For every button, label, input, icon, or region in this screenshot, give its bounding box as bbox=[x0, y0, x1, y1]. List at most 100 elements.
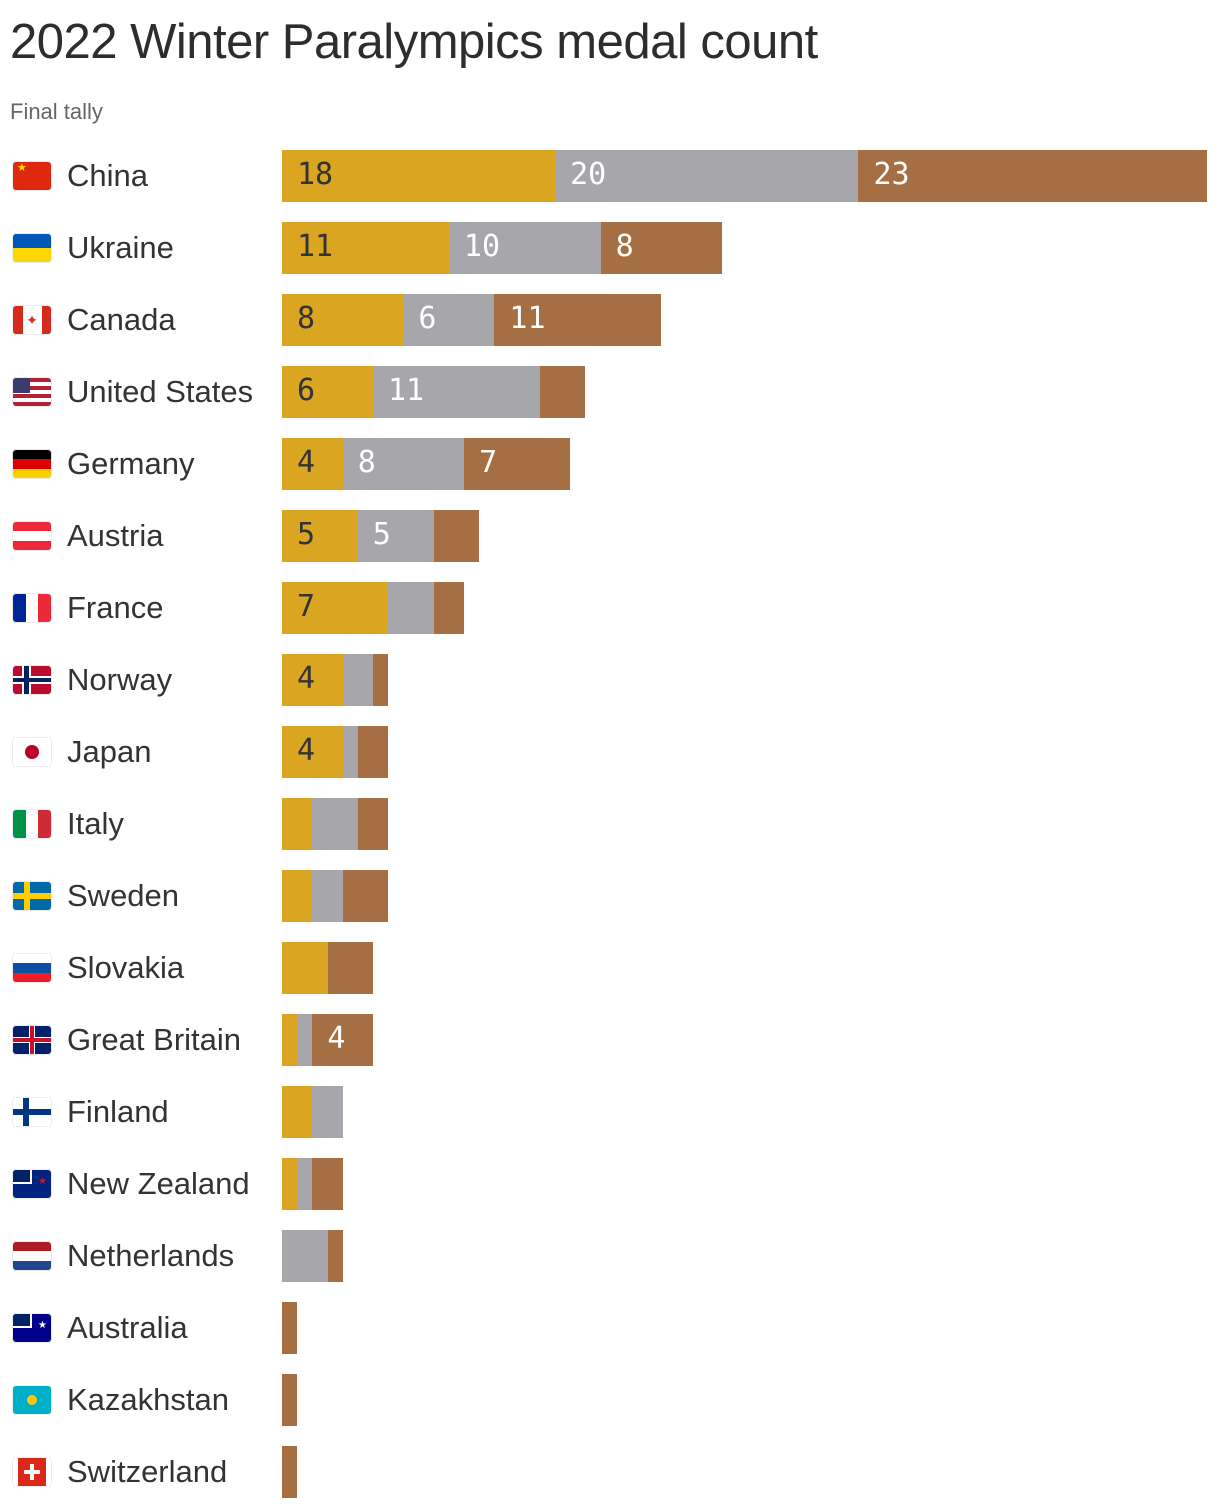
medal-bar: 4 8 7 bbox=[282, 438, 571, 490]
chart-row: Italy bbox=[0, 798, 1220, 850]
chart-row: Norway 4 bbox=[0, 654, 1220, 706]
silver-segment: 5 bbox=[357, 510, 434, 562]
gold-segment bbox=[282, 1014, 298, 1066]
chart-row: Great Britain 4 bbox=[0, 1014, 1220, 1066]
gold-value-label: 5 bbox=[297, 517, 316, 552]
silver-segment: 20 bbox=[555, 150, 859, 202]
chart-row: ★ China 18 20 23 bbox=[0, 150, 1220, 202]
country-label: Kazakhstan bbox=[67, 1382, 229, 1417]
silver-value-label: 20 bbox=[570, 157, 607, 192]
medal-bar: 11 10 8 bbox=[282, 222, 722, 274]
ca-flag-icon: ✦ bbox=[13, 306, 51, 334]
gold-value-label: 4 bbox=[297, 733, 316, 768]
ua-flag-icon bbox=[13, 234, 51, 262]
gold-value-label: 6 bbox=[297, 373, 316, 408]
silver-segment: 10 bbox=[448, 222, 601, 274]
chart-subtitle: Final tally bbox=[10, 99, 103, 124]
silver-segment bbox=[312, 798, 358, 850]
silver-segment bbox=[388, 582, 434, 634]
medal-bar bbox=[282, 870, 389, 922]
silver-segment: 6 bbox=[403, 294, 495, 346]
nz-flag-icon: ★ bbox=[13, 1170, 51, 1198]
bronze-segment bbox=[327, 1230, 343, 1282]
medal-bar: 7 bbox=[282, 582, 464, 634]
gold-segment: 7 bbox=[282, 582, 389, 634]
gold-segment: 18 bbox=[282, 150, 556, 202]
medal-bar: 4 bbox=[282, 726, 389, 778]
country-label: Sweden bbox=[67, 878, 180, 913]
bronze-segment bbox=[539, 366, 586, 418]
fi-flag-icon bbox=[13, 1098, 51, 1126]
gold-value-label: 7 bbox=[297, 589, 316, 624]
chart-row: United States 6 11 bbox=[0, 366, 1220, 418]
gold-value-label: 8 bbox=[297, 301, 316, 336]
chart-row: Netherlands bbox=[0, 1230, 1220, 1282]
medal-bar bbox=[282, 798, 389, 850]
bronze-segment bbox=[372, 654, 389, 706]
silver-value-label: 8 bbox=[357, 445, 376, 480]
gold-segment bbox=[282, 942, 328, 994]
gold-value-label: 4 bbox=[297, 661, 316, 696]
silver-value-label: 11 bbox=[388, 373, 425, 408]
gb-flag-icon bbox=[13, 1026, 51, 1054]
gold-segment: 6 bbox=[282, 366, 373, 418]
silver-value-label: 10 bbox=[463, 229, 501, 264]
country-label: China bbox=[67, 158, 148, 193]
bronze-segment: 4 bbox=[312, 1014, 374, 1066]
cn-flag-icon: ★ bbox=[13, 162, 51, 190]
country-label: Germany bbox=[67, 446, 195, 481]
chart-row: Slovakia bbox=[0, 942, 1220, 994]
gold-segment bbox=[282, 798, 313, 850]
chart-row: Germany 4 8 7 bbox=[0, 438, 1220, 490]
chart-row: Switzerland bbox=[0, 1446, 1220, 1498]
bronze-segment bbox=[433, 510, 480, 562]
medal-bar bbox=[282, 942, 373, 994]
bronze-value-label: 4 bbox=[327, 1021, 346, 1056]
country-label: Austria bbox=[67, 518, 164, 553]
chart-row: Sweden bbox=[0, 870, 1220, 922]
bronze-segment: 7 bbox=[464, 438, 571, 490]
country-label: Australia bbox=[67, 1310, 188, 1345]
country-label: Switzerland bbox=[67, 1454, 228, 1489]
chart-row: France 7 bbox=[0, 582, 1220, 634]
no-flag-icon bbox=[13, 666, 51, 694]
medal-bar bbox=[282, 1158, 343, 1210]
country-label: United States bbox=[67, 374, 254, 409]
gold-segment: 4 bbox=[282, 726, 343, 778]
chart-title: 2022 Winter Paralympics medal count bbox=[10, 15, 818, 69]
medal-bar: 4 bbox=[282, 654, 389, 706]
country-label: Italy bbox=[67, 806, 124, 841]
gold-segment: 11 bbox=[282, 222, 449, 274]
bronze-segment bbox=[327, 942, 373, 994]
medal-bar bbox=[282, 1302, 298, 1354]
country-label: Finland bbox=[67, 1094, 169, 1129]
country-label: New Zealand bbox=[67, 1166, 250, 1201]
bronze-value-label: 23 bbox=[873, 157, 910, 192]
silver-segment: 8 bbox=[342, 438, 465, 490]
medal-bar: 18 20 23 bbox=[282, 150, 1208, 202]
chart-row: ★ New Zealand bbox=[0, 1158, 1220, 1210]
bronze-segment bbox=[282, 1374, 298, 1426]
medal-bar: 6 11 bbox=[282, 366, 586, 418]
country-label: Japan bbox=[67, 734, 152, 769]
gold-value-label: 18 bbox=[297, 157, 334, 192]
medal-bar: 8 6 11 bbox=[282, 294, 662, 346]
chart-row: Ukraine 11 10 8 bbox=[0, 222, 1220, 274]
bronze-segment bbox=[342, 870, 389, 922]
silver-segment bbox=[312, 1086, 343, 1138]
bronze-value-label: 11 bbox=[509, 301, 546, 336]
bronze-value-label: 7 bbox=[479, 445, 498, 480]
country-label: France bbox=[67, 590, 164, 625]
bronze-segment bbox=[282, 1302, 298, 1354]
bronze-segment bbox=[357, 798, 389, 850]
chart-row: ★ Australia bbox=[0, 1302, 1220, 1354]
nl-flag-icon bbox=[13, 1242, 51, 1270]
at-flag-icon bbox=[13, 522, 51, 550]
gold-value-label: 4 bbox=[297, 445, 316, 480]
silver-segment bbox=[282, 1230, 328, 1282]
se-flag-icon bbox=[13, 882, 51, 910]
silver-segment bbox=[297, 1158, 313, 1210]
ch-flag-icon bbox=[13, 1458, 51, 1486]
country-label: Canada bbox=[67, 302, 176, 337]
gold-segment: 4 bbox=[282, 438, 343, 490]
